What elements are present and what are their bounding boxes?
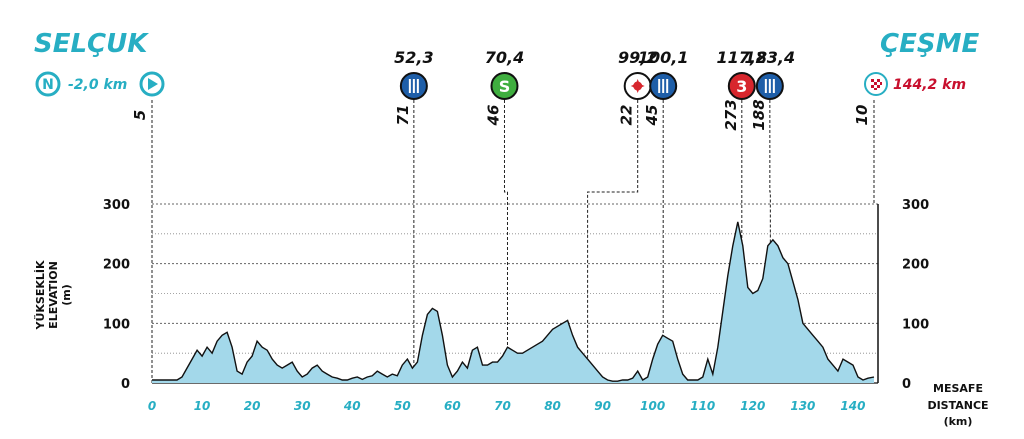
x-tick-label: 50 [394, 399, 411, 413]
y-tick-label-left: 0 [121, 377, 130, 392]
y-tick-label-right: 200 [902, 258, 929, 273]
feed-zone-icon [399, 72, 428, 100]
x-tick-label: 20 [244, 399, 261, 413]
y-tick-label-left: 100 [103, 317, 130, 332]
poi-elevation-label: 45 [643, 105, 661, 127]
y-tick-label-right: 0 [902, 377, 911, 392]
start-neutral-icon: N [35, 71, 61, 97]
feed-zone-icon [755, 72, 784, 100]
x-tick-label: 120 [740, 399, 765, 413]
start-city: SELÇUK [34, 29, 149, 59]
y-axis-title-tr: YÜKSEKLİK [33, 260, 47, 330]
poi-km-label: 99,2 [618, 48, 657, 67]
poi-icon-text: 3 [736, 77, 747, 96]
y-tick-labels: 0 0 100 100 200 200 300 300 [103, 198, 929, 392]
x-tick-label: 30 [294, 399, 311, 413]
x-axis-title-tr: MESAFE [933, 382, 983, 395]
poi-km-label: 123,4 [745, 48, 796, 67]
y-tick-label-right: 300 [902, 198, 929, 213]
finish-city: ÇEŞME [880, 29, 979, 59]
x-axis-title: MESAFE DISTANCE (km) [927, 382, 988, 428]
poi-leader [587, 100, 639, 360]
poi-km-label: 70,4 [485, 48, 524, 67]
poi-km-label: 117,8 [717, 48, 768, 67]
y-axis-title-unit: (m) [60, 284, 73, 306]
feed-zone-icon [649, 72, 678, 100]
poi-leader-lines [151, 100, 875, 383]
elevation-line [152, 221, 875, 382]
poi-elevation-label: 46 [484, 105, 502, 127]
x-tick-label: 100 [640, 399, 665, 413]
kom-icon [623, 72, 652, 100]
start-elevation-label: 5 [131, 110, 149, 120]
x-tick-label: 130 [790, 399, 815, 413]
poi-km-label: 52,3 [394, 48, 433, 67]
kom-cat3-icon: 3 [727, 72, 756, 100]
elevation-area [152, 221, 874, 383]
x-axis-title-en: DISTANCE [927, 399, 988, 412]
poi-elevation-label: 188 [750, 99, 768, 130]
start-play-icon [139, 71, 165, 97]
x-tick-label: 70 [494, 399, 511, 413]
poi-km-label: 100,1 [638, 48, 689, 67]
sprint-icon: S [490, 72, 519, 100]
y-axis-title-en: ELEVATION [47, 261, 60, 329]
poi-leader [503, 100, 508, 348]
x-tick-label: 110 [690, 399, 715, 413]
x-tick-label: 0 [148, 399, 156, 413]
poi-elevation-label: 22 [618, 105, 636, 126]
start-marker-letter: N [42, 77, 54, 93]
x-tick-label: 40 [343, 399, 361, 413]
y-axis-title: YÜKSEKLİK ELEVATION (m) [33, 260, 73, 330]
finish-km-label: 144,2 km [893, 77, 966, 93]
poi-leader [769, 100, 771, 243]
finish-flag-icon [864, 72, 888, 96]
x-tick-label: 60 [444, 399, 461, 413]
x-tick-label: 80 [544, 399, 561, 413]
elevation-profile [152, 221, 875, 383]
poi-elevation-label: 71 [394, 105, 412, 126]
x-tick-labels: 0 10 20 30 40 50 60 70 80 90 100 110 120 130 140 [148, 399, 866, 413]
y-tick-label-left: 200 [103, 258, 130, 273]
x-tick-label: 10 [194, 399, 211, 413]
poi-icon-text: S [499, 77, 511, 96]
y-tick-label-left: 300 [103, 198, 130, 213]
start-km-label: -2,0 km [68, 77, 127, 93]
points-of-interest: 52,3 71 70,4 S 46 99,2 22 100,1 45 117,8 3 273 123,4… [131, 48, 871, 131]
x-tick-label: 140 [840, 399, 865, 413]
y-tick-label-right: 100 [902, 317, 929, 332]
poi-elevation-label: 273 [722, 99, 740, 130]
x-tick-label: 90 [594, 399, 611, 413]
finish-elevation-label: 10 [853, 105, 871, 126]
x-axis-title-unit: (km) [944, 415, 973, 428]
